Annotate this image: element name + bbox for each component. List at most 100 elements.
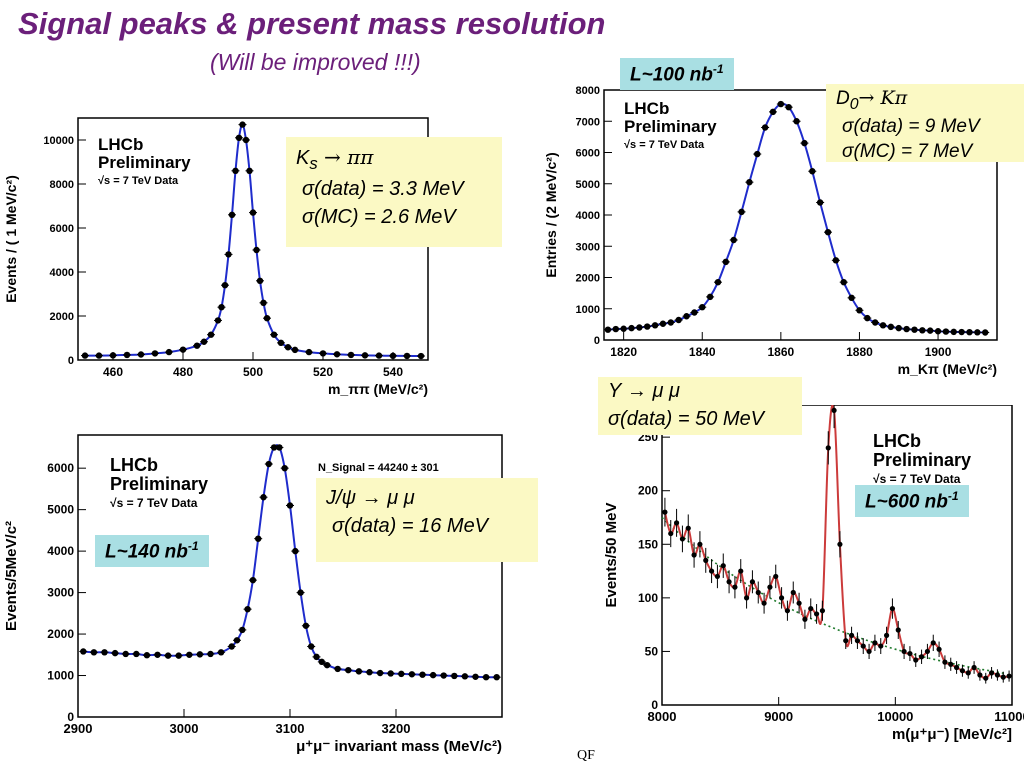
upsilon-data-point (918, 654, 925, 660)
jpsi-data-point (355, 668, 363, 675)
ks-data-point (218, 304, 225, 311)
ks-data-point (193, 342, 201, 349)
d0-data-point (911, 326, 918, 333)
upsilon-data-point (1006, 673, 1012, 679)
upsilon-data-point (965, 670, 971, 676)
upsilon-data-point (732, 584, 738, 590)
jpsi-data-point (281, 464, 288, 472)
jpsi-data-point (451, 672, 458, 680)
jpsi-data-point (292, 547, 299, 555)
d0-channel-label: D (836, 88, 850, 109)
ks-data-point (179, 346, 187, 353)
ks-ytick-label: 10000 (43, 135, 74, 147)
d0-data-point (832, 257, 840, 264)
jpsi-data-point (482, 673, 490, 681)
d0-xtick-label: 1880 (846, 345, 873, 359)
jpsi-data-point (90, 649, 98, 656)
d0-data-point (746, 178, 753, 186)
d0-data-point (785, 103, 792, 111)
upsilon-data-point (889, 605, 896, 612)
ks-data-point (263, 315, 271, 322)
d0-data-point (620, 325, 627, 332)
jpsi-data-point (429, 671, 437, 679)
upsilon-luminosity-text: L~600 nb (865, 491, 948, 513)
ks-data-point (109, 352, 117, 359)
d0-ytick-label: 1000 (576, 304, 600, 316)
upsilon-background-fit (661, 516, 1007, 675)
d0-legend-line: LHCb (624, 99, 669, 118)
ks-ytick-label: 0 (68, 355, 74, 367)
upsilon-ytick-label: 100 (638, 591, 658, 605)
ks-data-point (200, 338, 208, 345)
upsilon-xtick-label: 10000 (877, 709, 913, 724)
d0-data-point (934, 328, 942, 335)
upsilon-channel-label: Υ → μ μ (608, 380, 680, 402)
upsilon-luminosity-exponent: -1 (947, 489, 959, 503)
upsilon-data-point (854, 638, 861, 644)
d0-y-axis-label: Entries / (2 MeV/c²) (543, 152, 559, 277)
upsilon-data-point (714, 573, 721, 580)
jpsi-data-point (276, 444, 283, 451)
ks-data-point (253, 246, 260, 254)
upsilon-mass-chart: 050100150200250800090001000011000m(μ⁺μ⁻)… (603, 405, 1024, 743)
d0-data-point (699, 303, 706, 311)
d0-data-point (675, 316, 682, 324)
jpsi-data-point (175, 652, 182, 659)
jpsi-data-point (186, 651, 193, 658)
jpsi-data-point (228, 643, 235, 650)
ks-data-point (347, 351, 355, 359)
ks-channel-label: K (296, 147, 310, 169)
ks-data-point (277, 339, 285, 347)
ks-data-point (232, 167, 239, 174)
upsilon-data-point (796, 600, 802, 606)
upsilon-data-point (994, 672, 1001, 678)
jpsi-data-point (270, 444, 278, 451)
ks-data-point (95, 352, 103, 359)
jpsi-data-point (133, 650, 140, 658)
upsilon-data-point (848, 632, 855, 638)
upsilon-sigma-data: σ(data) = 50 MeV (608, 408, 765, 430)
jpsi-data-point (122, 650, 129, 658)
d0-data-point (966, 328, 973, 336)
jpsi-data-point (297, 589, 304, 596)
jpsi-ytick-label: 4000 (47, 544, 74, 558)
d0-data-point (982, 329, 989, 336)
jpsi-data-point (408, 671, 416, 678)
upsilon-legend-line: LHCb (873, 431, 921, 451)
d0-data-point (856, 307, 863, 314)
upsilon-data-point (790, 589, 796, 596)
upsilon-data-point (738, 568, 744, 574)
d0-data-point (848, 294, 855, 302)
jpsi-data-point (472, 673, 479, 680)
d0-ytick-label: 6000 (576, 148, 600, 160)
d0-data-point (738, 208, 745, 216)
jpsi-data-point (398, 670, 405, 678)
ks-legend-line: LHCb (98, 135, 143, 154)
footer-mark: QF (577, 748, 595, 763)
upsilon-ytick-label: 150 (638, 537, 658, 551)
ks-channel-decay: → ππ (317, 145, 374, 169)
d0-data-point (612, 325, 619, 333)
upsilon-data-point (802, 616, 808, 622)
upsilon-data-point (679, 536, 686, 542)
d0-data-point (895, 324, 902, 332)
ks-data-point (270, 331, 278, 338)
upsilon-data-point (743, 595, 750, 601)
jpsi-ytick-label: 1000 (47, 669, 74, 683)
d0-data-point (824, 228, 832, 236)
upsilon-data-point (883, 632, 890, 638)
d0-data-point (793, 118, 800, 125)
d0-channel-subscript: 0 (849, 95, 859, 113)
ks-data-point (305, 348, 313, 356)
jpsi-legend-line: LHCb (110, 455, 158, 475)
upsilon-data-point (895, 627, 901, 633)
jpsi-x-axis-label: μ⁺μ⁻ invariant mass (MeV/c²) (296, 738, 502, 755)
upsilon-data-point (808, 605, 814, 612)
d0-data-point (926, 327, 934, 334)
upsilon-data-point (720, 563, 726, 569)
upsilon-data-point (726, 579, 732, 585)
ks-xtick-label: 480 (173, 365, 193, 379)
jpsi-data-point (255, 535, 262, 542)
d0-luminosity-badge: L~100 nb-1 (620, 58, 734, 91)
ks-data-point (123, 351, 131, 359)
